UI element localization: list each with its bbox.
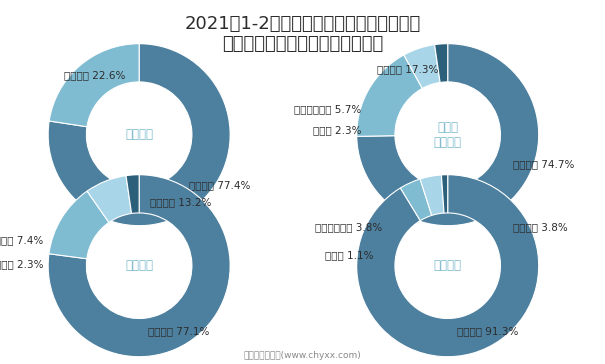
- Text: 商业营业用房 3.8%: 商业营业用房 3.8%: [315, 222, 382, 233]
- Text: 其他用房 13.2%: 其他用房 13.2%: [150, 197, 211, 207]
- Wedge shape: [126, 175, 139, 214]
- Text: 其他用房 17.3%: 其他用房 17.3%: [378, 64, 439, 74]
- Text: 商品住宅 77.4%: 商品住宅 77.4%: [189, 180, 250, 190]
- Text: 2021年1-2月广西壮族自治区商业营业用房
投资、施工、竣工、销售分类占比: 2021年1-2月广西壮族自治区商业营业用房 投资、施工、竣工、销售分类占比: [185, 15, 420, 54]
- Text: 办公楼 1.1%: 办公楼 1.1%: [324, 250, 373, 260]
- Text: 投资金额: 投资金额: [125, 128, 153, 141]
- Text: 商品住宅 77.1%: 商品住宅 77.1%: [148, 326, 209, 336]
- Text: 商品住宅 74.7%: 商品住宅 74.7%: [513, 159, 575, 169]
- Text: 制图：智研咨询(www.chyxx.com): 制图：智研咨询(www.chyxx.com): [244, 351, 361, 360]
- Text: 办公楼 2.3%: 办公楼 2.3%: [313, 125, 361, 135]
- Wedge shape: [434, 44, 448, 83]
- Text: 其他用房 3.8%: 其他用房 3.8%: [513, 222, 568, 233]
- Text: 商业营业用房 7.4%: 商业营业用房 7.4%: [0, 235, 44, 245]
- Wedge shape: [357, 55, 422, 136]
- Wedge shape: [401, 179, 432, 221]
- Text: 商业营业用房 5.7%: 商业营业用房 5.7%: [294, 104, 361, 114]
- Text: 新开工
施工面积: 新开工 施工面积: [434, 121, 462, 149]
- Wedge shape: [48, 44, 230, 226]
- Text: 商品住宅 91.3%: 商品住宅 91.3%: [457, 326, 518, 336]
- Wedge shape: [49, 44, 139, 127]
- Wedge shape: [48, 175, 230, 357]
- Wedge shape: [357, 44, 538, 226]
- Wedge shape: [87, 176, 131, 222]
- Wedge shape: [49, 191, 109, 259]
- Wedge shape: [357, 175, 538, 357]
- Text: 办公楼 2.3%: 办公楼 2.3%: [0, 259, 44, 269]
- Text: 其他用房 22.6%: 其他用房 22.6%: [64, 71, 125, 80]
- Wedge shape: [420, 175, 444, 215]
- Wedge shape: [404, 45, 440, 88]
- Text: 销售面积: 销售面积: [434, 259, 462, 272]
- Wedge shape: [442, 175, 448, 213]
- Text: 竣工面积: 竣工面积: [125, 259, 153, 272]
